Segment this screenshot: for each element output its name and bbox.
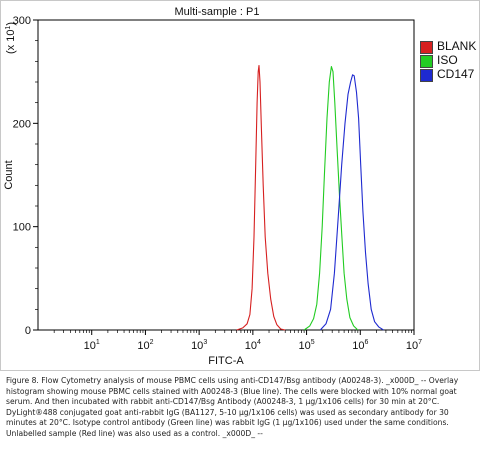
figure-caption: Figure 8. Flow Cytometry analysis of mou… xyxy=(6,376,459,438)
flow-cytometry-histogram: Multi-sample : P1 Count (x 101) FITC-A 1… xyxy=(3,6,423,367)
series-line-iso xyxy=(303,65,359,331)
legend-swatch xyxy=(420,69,433,82)
legend-swatch xyxy=(420,55,433,68)
legend-label: ISO xyxy=(437,53,458,67)
x-tick-label: 103 xyxy=(191,339,207,352)
x-tick-label: 104 xyxy=(245,339,261,352)
y-tick-label: 200 xyxy=(13,118,31,130)
chart-title: Multi-sample : P1 xyxy=(175,6,260,18)
y-tick-label: 300 xyxy=(13,15,31,27)
figure-frame xyxy=(0,0,480,371)
y-axis-label: Count xyxy=(3,160,15,189)
legend-label: CD147 xyxy=(437,67,475,81)
y-scale-note-open: (x 10 xyxy=(5,30,17,54)
plot-area-frame xyxy=(37,19,415,331)
series-layer xyxy=(236,64,384,331)
legend-label: BLANK xyxy=(437,39,477,53)
y-scale-note-close: ) xyxy=(5,22,17,26)
x-axis-label: FITC-A xyxy=(208,355,244,367)
y-tick-label: 0 xyxy=(25,325,31,337)
series-line-cd147 xyxy=(319,74,384,331)
x-tick-label: 107 xyxy=(406,339,422,352)
y-tick-label: 100 xyxy=(13,222,31,234)
y-scale-note: (x 101) xyxy=(5,22,17,54)
x-tick-label: 101 xyxy=(84,339,100,352)
y-scale-note-exp: 1 xyxy=(5,26,12,30)
series-line-blank xyxy=(236,64,286,331)
x-tick-label: 106 xyxy=(352,339,368,352)
x-tick-label: 105 xyxy=(298,339,314,352)
axes-layer: 101 102 103 104 105 106 107 0 100 200 300 xyxy=(13,15,423,352)
x-tick-label: 102 xyxy=(137,339,153,352)
legend-swatch xyxy=(420,41,433,54)
